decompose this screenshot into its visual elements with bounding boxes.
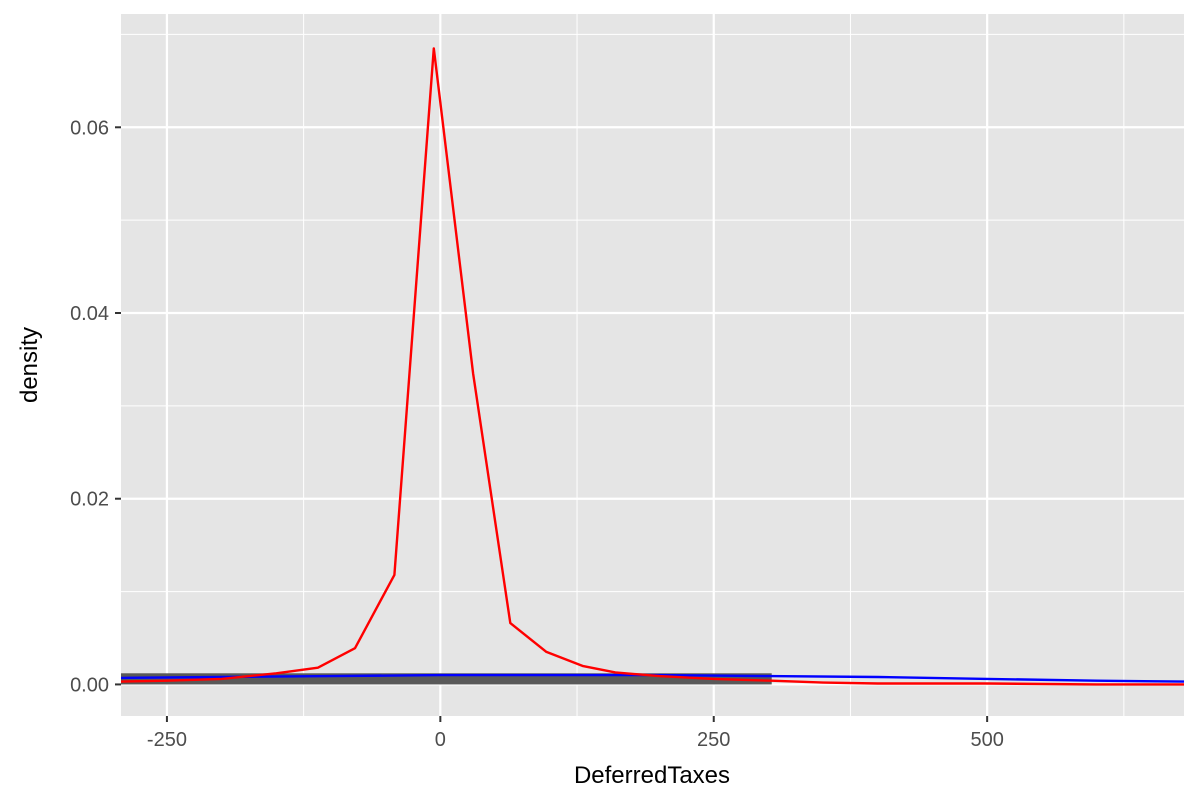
y-tick-label: 0.02	[70, 489, 109, 511]
y-axis-title: density	[16, 327, 43, 403]
x-axis-title: DeferredTaxes	[574, 762, 730, 789]
histogram-bar	[121, 673, 772, 685]
minor-gridlines	[121, 14, 1184, 716]
x-tick-label: -250	[147, 729, 187, 751]
x-tick-label: 250	[697, 729, 730, 751]
y-tick-label: 0.04	[70, 303, 109, 325]
data-layer	[120, 47, 1185, 686]
x-tick-label: 0	[435, 729, 446, 751]
y-tick-label: 0.06	[70, 117, 109, 139]
tick-labels: -250 0 250 500 0.00 0.02 0.04 0.06	[70, 117, 1004, 751]
x-tick-label: 500	[970, 729, 1003, 751]
y-tick-label: 0.00	[70, 674, 109, 696]
axis-ticks	[115, 126, 989, 722]
plot-panel	[121, 14, 1184, 716]
red-density-line	[120, 47, 1184, 686]
